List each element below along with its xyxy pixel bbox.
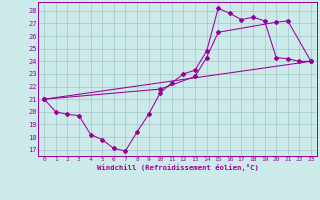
X-axis label: Windchill (Refroidissement éolien,°C): Windchill (Refroidissement éolien,°C) (97, 164, 259, 171)
